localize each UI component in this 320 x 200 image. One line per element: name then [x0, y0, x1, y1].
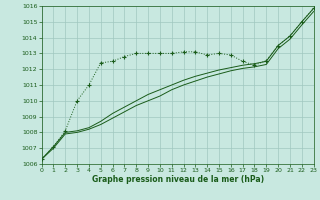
X-axis label: Graphe pression niveau de la mer (hPa): Graphe pression niveau de la mer (hPa): [92, 175, 264, 184]
